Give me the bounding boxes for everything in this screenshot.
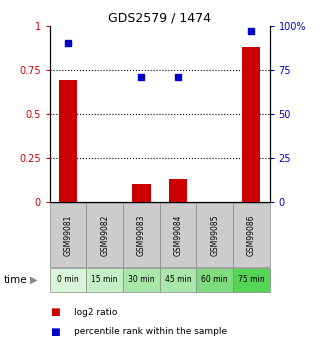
Text: ▶: ▶: [30, 275, 37, 285]
Text: time: time: [3, 275, 27, 285]
Text: GSM99082: GSM99082: [100, 214, 109, 256]
Text: ■: ■: [50, 327, 59, 337]
Bar: [233, 203, 270, 267]
Text: ■: ■: [50, 307, 59, 317]
Text: percentile rank within the sample: percentile rank within the sample: [74, 327, 227, 336]
Bar: [132, 184, 151, 202]
Text: 15 min: 15 min: [91, 275, 118, 284]
Text: 60 min: 60 min: [201, 275, 228, 284]
Bar: [196, 268, 233, 292]
Bar: [160, 268, 196, 292]
Text: GSM99083: GSM99083: [137, 214, 146, 256]
Bar: [59, 80, 77, 202]
Bar: [123, 268, 160, 292]
Text: log2 ratio: log2 ratio: [74, 308, 117, 317]
Text: GSM99081: GSM99081: [64, 214, 73, 256]
Bar: [242, 47, 260, 202]
Text: GSM99086: GSM99086: [247, 214, 256, 256]
Text: 75 min: 75 min: [238, 275, 265, 284]
Text: GSM99084: GSM99084: [174, 214, 183, 256]
Text: 30 min: 30 min: [128, 275, 155, 284]
Bar: [50, 268, 86, 292]
Bar: [160, 203, 196, 267]
Bar: [169, 179, 187, 202]
Bar: [86, 203, 123, 267]
Bar: [233, 268, 270, 292]
Bar: [50, 203, 86, 267]
Text: 45 min: 45 min: [165, 275, 191, 284]
Bar: [86, 268, 123, 292]
Bar: [196, 203, 233, 267]
Title: GDS2579 / 1474: GDS2579 / 1474: [108, 12, 211, 25]
Text: 0 min: 0 min: [57, 275, 79, 284]
Bar: [123, 203, 160, 267]
Text: GSM99085: GSM99085: [210, 214, 219, 256]
